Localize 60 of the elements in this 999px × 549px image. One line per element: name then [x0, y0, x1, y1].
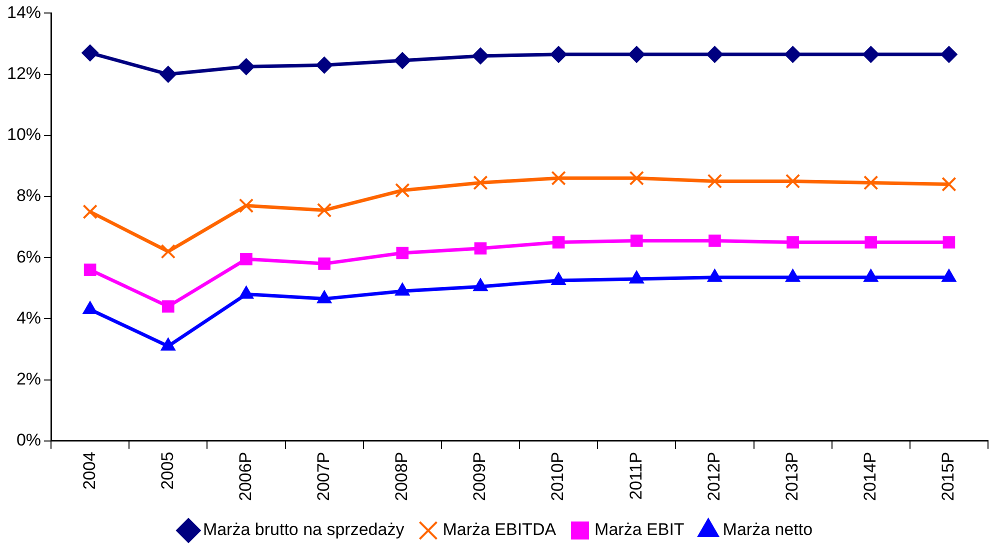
- legend-label: Marża brutto na sprzedaży: [202, 520, 405, 540]
- point: [240, 252, 252, 266]
- x-tick-label: 2011P: [626, 452, 646, 500]
- point: [396, 246, 409, 260]
- point: [474, 242, 487, 255]
- point: [786, 236, 799, 248]
- x-tick-label: 2004: [80, 452, 99, 490]
- point: [395, 183, 410, 198]
- point: [84, 264, 96, 276]
- legend-label: Marża EBITDA: [442, 520, 557, 540]
- x-tick-label: 2005: [158, 452, 177, 490]
- point: [785, 174, 800, 189]
- y-tick-label: 12%: [6, 64, 42, 83]
- point: [394, 52, 411, 70]
- x-tick-label: 2010P: [548, 452, 568, 502]
- point: [629, 170, 644, 186]
- y-tick-label: 4%: [16, 308, 42, 328]
- point: [472, 47, 489, 64]
- y-tick-label: 0%: [16, 430, 42, 450]
- point: [707, 174, 722, 189]
- point: [706, 46, 724, 63]
- point: [864, 175, 878, 190]
- point: [708, 234, 721, 247]
- point: [862, 46, 880, 63]
- point: [864, 236, 878, 248]
- point: [238, 58, 255, 76]
- x-tick-label: 2007P: [314, 452, 333, 502]
- point: [82, 204, 98, 220]
- point: [316, 56, 333, 74]
- x-tick-label: 2006P: [236, 452, 255, 502]
- point: [942, 176, 956, 192]
- y-tick-label: 14%: [6, 2, 42, 22]
- legend-label: Marża EBIT: [594, 520, 684, 540]
- point: [162, 300, 174, 313]
- y-tick-label: 8%: [16, 186, 42, 206]
- point: [942, 236, 956, 248]
- x-tick-label: 2013P: [782, 452, 802, 502]
- x-tick-label: 2012P: [704, 452, 724, 502]
- y-tick-label: 10%: [6, 125, 42, 144]
- point: [552, 236, 565, 248]
- y-tick-label: 6%: [16, 247, 42, 266]
- legend-label: Marża netto: [722, 520, 813, 540]
- point: [82, 44, 99, 62]
- point: [238, 198, 254, 214]
- point: [550, 46, 568, 63]
- point: [628, 46, 646, 63]
- y-tick-label: 2%: [16, 369, 42, 388]
- point: [551, 170, 566, 186]
- x-tick-label: 2015P: [938, 452, 958, 502]
- point: [940, 46, 958, 63]
- point: [784, 46, 802, 63]
- x-tick-label: 2008P: [392, 452, 412, 502]
- point: [160, 66, 177, 83]
- point: [160, 244, 176, 259]
- x-tick-label: 2009P: [470, 452, 490, 502]
- point: [473, 175, 488, 190]
- point: [318, 258, 330, 270]
- point: [630, 234, 643, 247]
- point: [316, 202, 332, 218]
- x-tick-label: 2014P: [860, 452, 880, 502]
